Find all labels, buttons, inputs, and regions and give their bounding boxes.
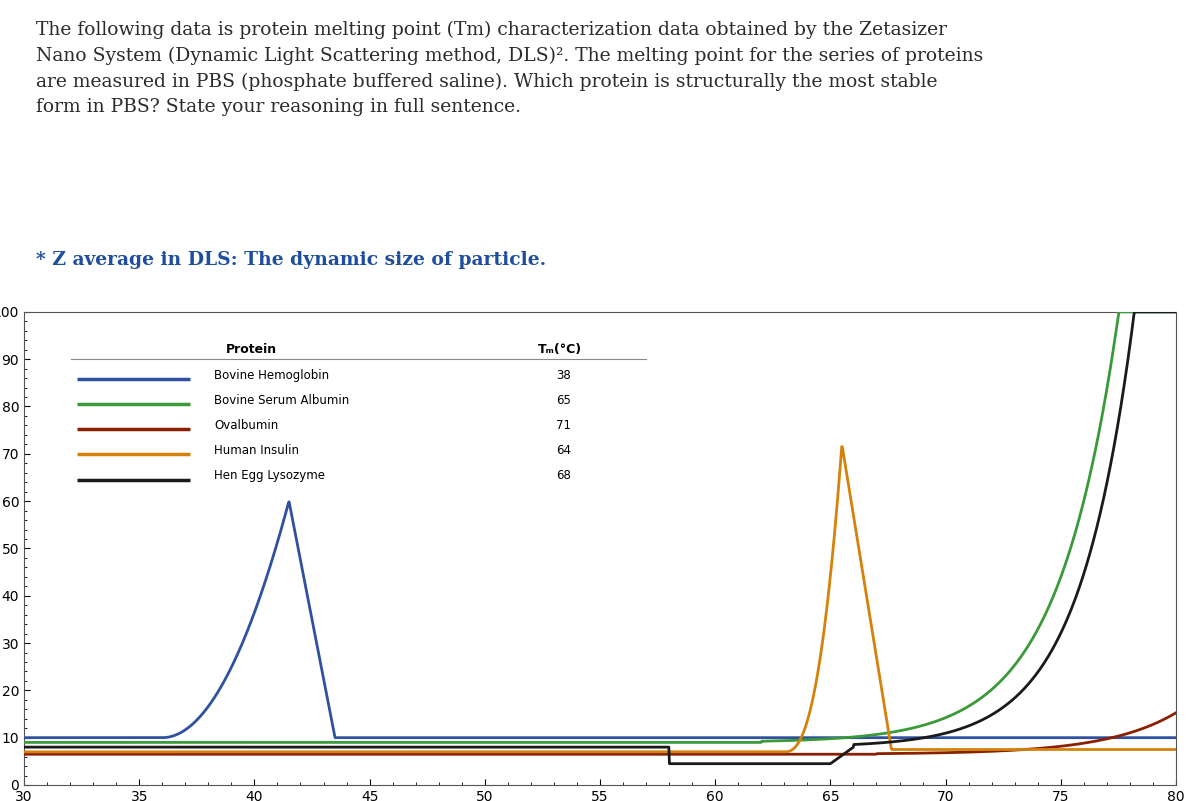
- Text: The following data is protein melting point (Tm) characterization data obtained : The following data is protein melting po…: [36, 20, 983, 116]
- Text: * Z average in DLS: The dynamic size of particle.: * Z average in DLS: The dynamic size of …: [36, 251, 546, 268]
